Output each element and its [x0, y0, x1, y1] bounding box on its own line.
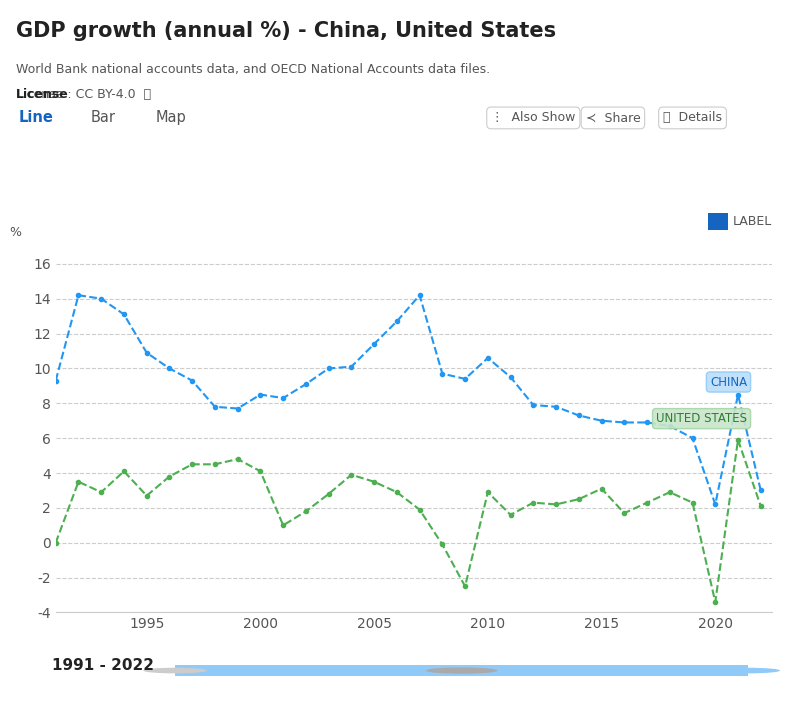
Text: ≺  Share: ≺ Share: [586, 111, 640, 125]
Text: %: %: [10, 226, 21, 239]
Text: ✓: ✓: [713, 217, 723, 227]
Text: CHINA: CHINA: [710, 375, 747, 389]
Text: License : CC BY-4.0  ⓘ: License : CC BY-4.0 ⓘ: [16, 88, 151, 101]
Circle shape: [143, 667, 207, 673]
Text: World Bank national accounts data, and OECD National Accounts data files.: World Bank national accounts data, and O…: [16, 63, 490, 76]
Circle shape: [426, 667, 498, 674]
Text: GDP growth (annual %) - China, United States: GDP growth (annual %) - China, United St…: [16, 21, 556, 41]
Text: UNITED STATES: UNITED STATES: [656, 412, 747, 425]
Text: Map: Map: [156, 111, 186, 125]
Text: Line: Line: [18, 111, 53, 125]
Text: 1991 - 2022: 1991 - 2022: [52, 658, 154, 673]
Text: License: License: [16, 88, 68, 101]
Text: LABEL: LABEL: [732, 215, 771, 228]
Bar: [175, 665, 748, 676]
Text: ⋮  Also Show: ⋮ Also Show: [491, 111, 576, 125]
Text: ⓘ  Details: ⓘ Details: [663, 111, 722, 125]
Circle shape: [716, 667, 780, 673]
Text: Bar: Bar: [91, 111, 116, 125]
